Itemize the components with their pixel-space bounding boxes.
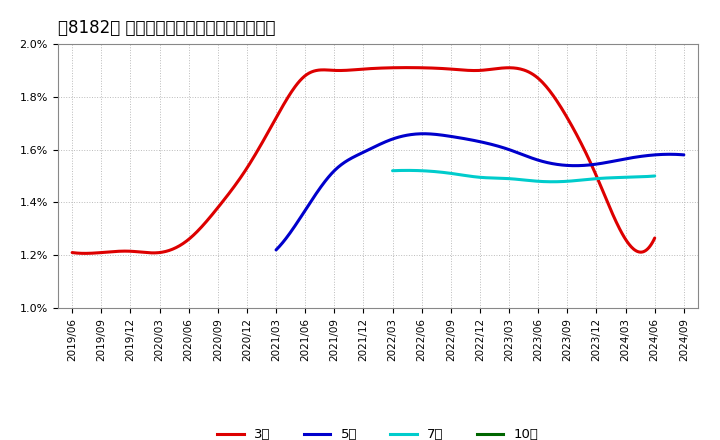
Text: ［8182］ 経常利益マージンの平均値の推移: ［8182］ 経常利益マージンの平均値の推移 — [58, 19, 275, 37]
7年 — [403, 168, 412, 173]
5年 — [493, 143, 502, 149]
3年 — [639, 249, 647, 254]
5年 — [516, 151, 524, 156]
3年 — [650, 235, 659, 241]
Legend: 3年, 5年, 7年, 10年: 3年, 5年, 7年, 10年 — [212, 423, 544, 440]
3年 — [417, 65, 426, 70]
7年 — [545, 179, 554, 184]
7年 — [531, 178, 539, 183]
3年 — [346, 67, 354, 73]
5年 — [271, 247, 280, 253]
7年 — [388, 168, 397, 173]
7年 — [645, 174, 654, 179]
3年 — [384, 65, 393, 70]
5年 — [607, 159, 616, 164]
5年 — [670, 152, 679, 157]
Line: 3年: 3年 — [72, 68, 654, 253]
7年 — [604, 175, 613, 180]
3年 — [403, 65, 412, 70]
3年 — [81, 251, 89, 256]
Line: 5年: 5年 — [276, 134, 684, 250]
3年 — [349, 67, 358, 73]
5年 — [680, 152, 688, 158]
3年 — [68, 250, 76, 255]
7年 — [513, 177, 522, 182]
7年 — [515, 177, 523, 182]
5年 — [469, 138, 477, 143]
Line: 7年: 7年 — [392, 170, 654, 182]
5年 — [419, 131, 428, 136]
3年 — [548, 91, 557, 96]
7年 — [650, 173, 659, 179]
7年 — [549, 179, 557, 184]
5年 — [467, 137, 475, 143]
